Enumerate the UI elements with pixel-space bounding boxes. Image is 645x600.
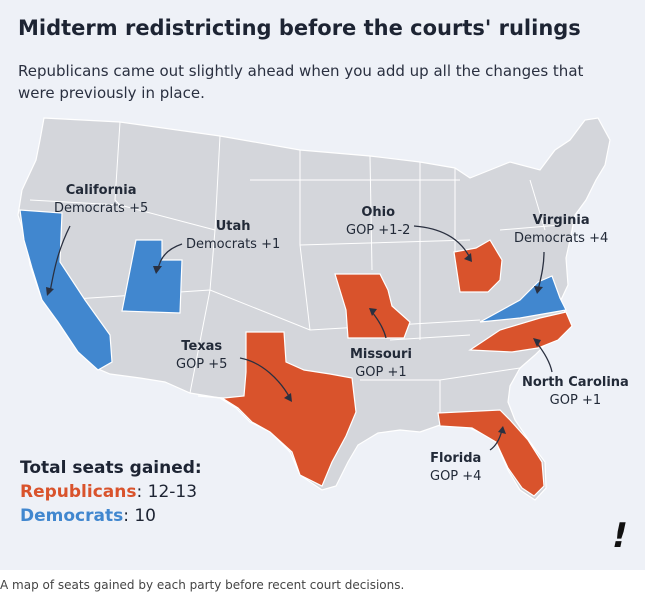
state-value: Democrats +5 [54, 201, 149, 216]
label-north-carolina: North Carolina GOP +1 [522, 374, 629, 410]
democrats-value: : 10 [123, 506, 156, 526]
state-value: GOP +1 [549, 393, 602, 408]
state-shape-california [19, 209, 113, 371]
label-texas: Texas GOP +5 [176, 338, 227, 374]
totals-republicans: Republicans: 12-13 [20, 480, 202, 504]
us-outline [17, 117, 611, 501]
image-caption: A map of seats gained by each party befo… [0, 578, 405, 592]
state-name: Ohio [361, 205, 396, 220]
totals-heading: Total seats gained: [20, 458, 202, 478]
state-shape-florida [437, 409, 545, 497]
state-value: GOP +5 [176, 357, 228, 372]
arrow-california [49, 225, 71, 293]
state-value: GOP +1-2 [346, 223, 411, 238]
republicans-label: Republicans [20, 482, 137, 502]
map-subtitle: Republicans came out slightly ahead when… [18, 62, 584, 102]
arrow-heads [46, 253, 543, 434]
label-missouri: Missouri GOP +1 [350, 346, 412, 382]
state-name: Utah [215, 219, 251, 234]
totals-box: Total seats gained: Republicans: 12-13 D… [20, 456, 202, 528]
state-value: Democrats +4 [514, 231, 609, 246]
label-utah: Utah Democrats +1 [186, 218, 280, 254]
state-shape-missouri [334, 273, 411, 339]
state-name: North Carolina [522, 375, 629, 390]
state-shape-virginia [479, 275, 567, 323]
democrats-label: Democrats [20, 506, 124, 526]
arrow-missouri [371, 311, 387, 339]
arrow-ohio [413, 225, 471, 259]
us-map [17, 117, 611, 501]
state-shape-texas [197, 331, 357, 487]
map-title: Midterm redistricting before the courts'… [18, 16, 581, 40]
state-shape-north-carolina [468, 311, 573, 353]
state-name: Missouri [350, 347, 412, 362]
state-shape-utah [121, 239, 183, 314]
arrow-virginia [537, 251, 545, 291]
label-california: California Democrats +5 [54, 182, 148, 218]
label-ohio: Ohio GOP +1-2 [346, 204, 410, 240]
state-value: GOP +1 [355, 365, 407, 380]
state-value: GOP +4 [430, 469, 482, 484]
republicans-value: : 12-13 [136, 482, 198, 502]
state-value: Democrats +1 [186, 237, 281, 252]
totals-democrats: Democrats: 10 [20, 504, 202, 528]
state-shape-ohio [453, 239, 503, 293]
state-name: Texas [181, 339, 223, 354]
label-virginia: Virginia Democrats +4 [514, 212, 608, 248]
state-name: California [65, 183, 137, 198]
state-name: Virginia [532, 213, 590, 228]
label-florida: Florida GOP +4 [430, 450, 481, 486]
arrow-texas [239, 357, 291, 399]
state-name: Florida [430, 451, 482, 466]
